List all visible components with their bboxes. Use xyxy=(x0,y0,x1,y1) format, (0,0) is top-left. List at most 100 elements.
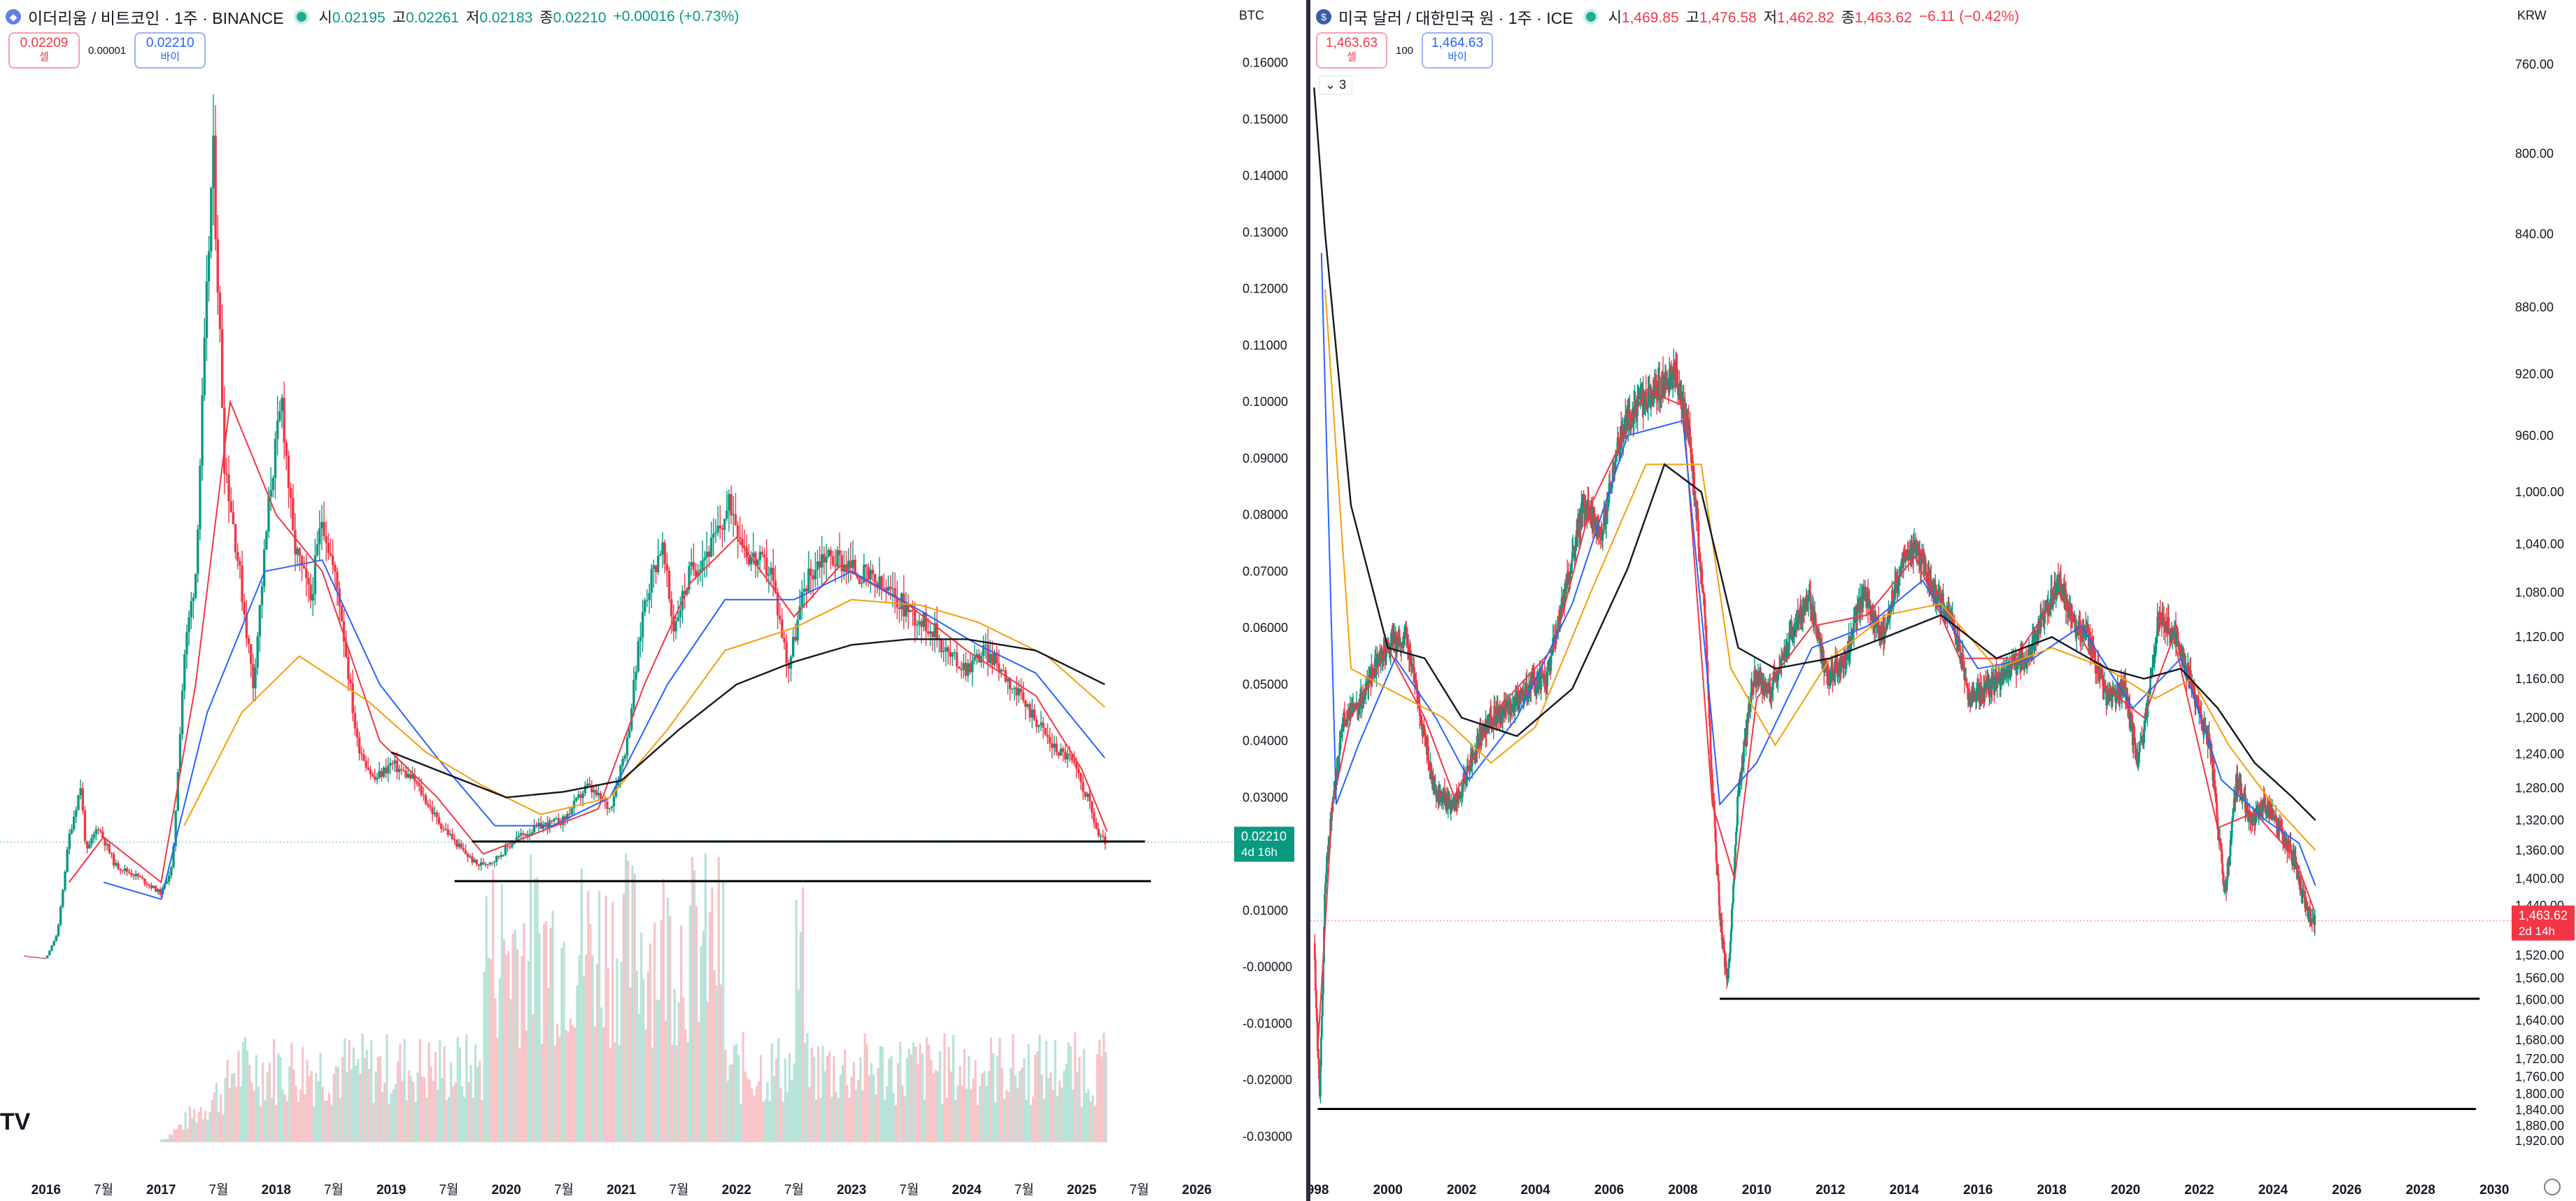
right-price-unit[interactable]: KRW xyxy=(2517,8,2547,22)
volume-bar xyxy=(585,954,588,1142)
candle-body xyxy=(1006,678,1010,682)
candle-body xyxy=(916,624,919,626)
candle-body xyxy=(2136,755,2139,767)
volume-bar xyxy=(850,1076,853,1142)
candle-body xyxy=(2230,837,2232,840)
volume-bar xyxy=(992,1053,995,1142)
market-status-icon[interactable] xyxy=(296,12,306,22)
volume-bar xyxy=(1105,1052,1107,1142)
volume-bar xyxy=(352,1047,355,1142)
volume-bar xyxy=(392,1089,395,1142)
candle-body xyxy=(2117,687,2120,694)
buy-button[interactable]: 1,464.63 바이 xyxy=(1422,32,1494,69)
buy-label: 바이 xyxy=(160,51,181,63)
candle-body xyxy=(1857,603,1860,605)
candle-body xyxy=(469,856,472,857)
candle-body xyxy=(1846,654,1848,660)
left-price-unit[interactable]: BTC xyxy=(1239,8,1264,22)
candle-body xyxy=(1402,640,1405,649)
candle-body xyxy=(300,556,304,566)
candle-body xyxy=(2071,612,2074,615)
price-tick-label: 1,840.00 xyxy=(2515,1103,2564,1117)
volume-bar xyxy=(821,1046,824,1142)
volume-bar xyxy=(460,1086,464,1142)
volume-bar xyxy=(182,1130,185,1142)
candle-body xyxy=(776,592,779,616)
time-tick-label: 2021 xyxy=(607,1183,637,1198)
left-symbol-title[interactable]: 이더리움 / 비트코인 · 1주 · BINANCE xyxy=(28,9,284,27)
volume-bar xyxy=(839,1074,842,1142)
eth-btc-chart-pane[interactable]: 0.16000 0.15000 0.14000 0.13000 0.12000 0.110… xyxy=(0,0,1306,1201)
candle-body xyxy=(532,825,536,833)
candle-body xyxy=(931,631,934,638)
candle-body xyxy=(966,663,970,676)
candle-body xyxy=(632,680,635,709)
volume-bar xyxy=(357,1059,360,1142)
settings-gear-icon[interactable] xyxy=(2544,1179,2561,1195)
volume-bar xyxy=(285,1100,289,1142)
candle-body xyxy=(1057,752,1060,756)
candle-body xyxy=(1655,385,1657,388)
candle-body xyxy=(1843,655,1846,659)
time-tick-label: 2019 xyxy=(376,1183,406,1198)
market-status-icon[interactable] xyxy=(1585,12,1596,22)
candle-body xyxy=(1524,691,1527,694)
sell-button[interactable]: 0.02209 셀 xyxy=(8,32,80,69)
candle-body xyxy=(1044,727,1047,735)
volume-bar xyxy=(936,1071,940,1142)
price-tick-label: 0.09000 xyxy=(1243,451,1288,465)
collapse-indicators-button[interactable]: ⌄ 3 xyxy=(1319,76,1353,94)
buy-button[interactable]: 0.02210 바이 xyxy=(134,32,206,69)
moving-average-line xyxy=(68,399,1108,884)
candle-body xyxy=(2007,666,2010,678)
candle-body xyxy=(677,617,679,621)
candle-body xyxy=(393,760,397,764)
usd-krw-chart-pane[interactable]: 760.00 800.00 840.00 880.00 920.00 960.00 1,00… xyxy=(1310,0,2576,1201)
candle-body xyxy=(353,712,357,729)
volume-bar xyxy=(441,1078,444,1142)
candle-body xyxy=(2224,881,2227,890)
candle-body xyxy=(307,577,310,584)
sell-button[interactable]: 1,463.63 셀 xyxy=(1316,32,1387,69)
candle-body xyxy=(83,810,87,842)
candle-body xyxy=(256,636,259,668)
time-tick-label: 1998 xyxy=(1310,1183,1329,1198)
volume-bar xyxy=(939,1051,942,1142)
eth-btc-chart-canvas[interactable]: 0.160000.150000.140000.130000.120000.110… xyxy=(0,0,1306,1201)
candle-body xyxy=(696,571,700,577)
volume-bar xyxy=(171,1135,174,1142)
candle-body xyxy=(652,565,656,570)
volume-bar xyxy=(312,1106,316,1142)
usd-krw-chart-canvas[interactable]: 760.00800.00840.00880.00920.00960.001,00… xyxy=(1310,0,2576,1201)
volume-bar xyxy=(844,1049,847,1142)
volume-bar xyxy=(881,1046,884,1142)
candle-body xyxy=(271,478,275,491)
volume-bar xyxy=(302,1047,304,1142)
candle-body xyxy=(1422,726,1424,736)
candle-body xyxy=(1363,696,1366,699)
volume-bar xyxy=(804,1043,807,1142)
candle-body xyxy=(1465,773,1468,782)
candle-body xyxy=(192,597,195,602)
candle-body xyxy=(2016,666,2018,675)
candle-body xyxy=(1890,602,1892,606)
candle-body xyxy=(625,737,629,756)
pane-divider[interactable] xyxy=(1306,0,1310,1201)
time-tick-label: 2022 xyxy=(722,1183,751,1198)
candle-body xyxy=(2009,675,2012,678)
candle-body xyxy=(709,538,713,557)
volume-bar xyxy=(649,943,651,1142)
volume-bar xyxy=(642,978,645,1142)
volume-bar xyxy=(667,897,670,1142)
candle-body xyxy=(2234,791,2237,802)
time-tick-label: 2002 xyxy=(1447,1183,1476,1198)
candle-body xyxy=(570,808,574,815)
right-symbol-title[interactable]: 미국 달러 / 대한민국 원 · 1주 · ICE xyxy=(1338,9,1573,27)
volume-bar xyxy=(970,1089,972,1142)
candle-body xyxy=(1887,621,1889,624)
tradingview-logo[interactable]: TV xyxy=(0,1109,31,1135)
candle-body xyxy=(2198,698,2200,714)
volume-bar xyxy=(846,1084,849,1142)
price-tick-label: 1,400.00 xyxy=(2515,872,2564,886)
volume-bar xyxy=(739,1103,742,1142)
